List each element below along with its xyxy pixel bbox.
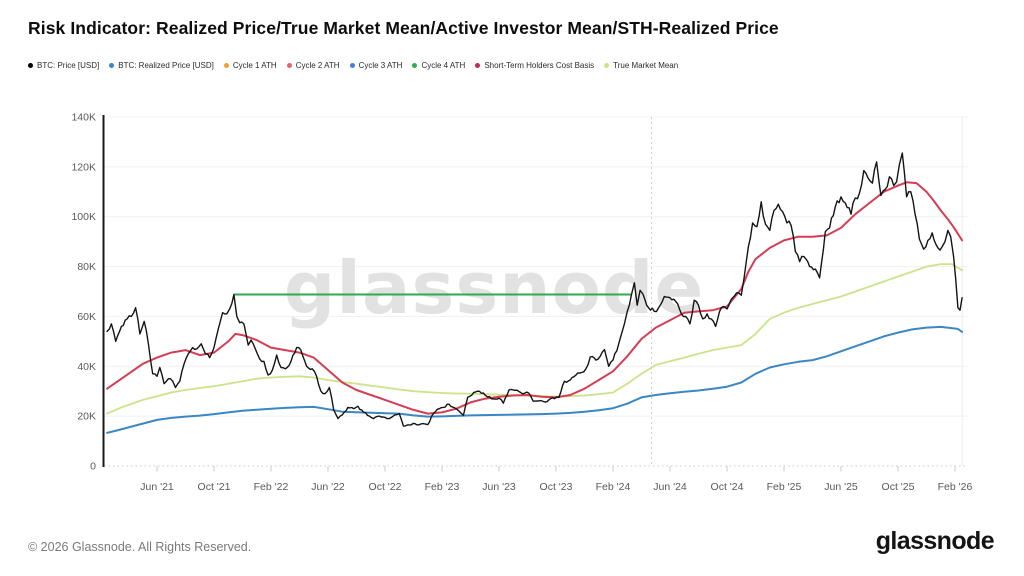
legend-marker-icon bbox=[109, 63, 115, 68]
chart-legend: BTC: Price [USD] BTC: Realized Price [USD… bbox=[28, 61, 678, 70]
y-axis-label: 0 bbox=[90, 461, 96, 473]
x-axis-label: Jun '24 bbox=[653, 481, 687, 493]
x-axis-label: Jun '23 bbox=[482, 481, 516, 493]
y-axis-label: 40K bbox=[77, 361, 96, 373]
legend-marker-icon bbox=[604, 63, 610, 68]
legend-item-label: Cycle 3 ATH bbox=[358, 61, 403, 70]
y-axis-label: 120K bbox=[71, 161, 96, 173]
x-axis-label: Feb '23 bbox=[425, 481, 460, 493]
series-price bbox=[106, 152, 963, 427]
legend-item-0[interactable]: BTC: Price [USD] bbox=[28, 61, 99, 70]
y-axis-label: 20K bbox=[77, 411, 96, 423]
legend-item-label: BTC: Realized Price [USD] bbox=[118, 61, 214, 70]
plot-area[interactable] bbox=[104, 117, 968, 466]
legend-item-4[interactable]: Cycle 3 ATH bbox=[349, 61, 403, 70]
legend-item-5[interactable]: Cycle 4 ATH bbox=[412, 61, 465, 70]
glassnode-logo: glassnode bbox=[875, 527, 995, 555]
x-axis-label: Feb '24 bbox=[596, 481, 631, 493]
x-axis-label: Feb '22 bbox=[254, 481, 289, 493]
x-axis-label: Oct '24 bbox=[711, 481, 744, 493]
y-axis-label: 100K bbox=[71, 211, 96, 223]
legend-marker-icon bbox=[412, 63, 418, 68]
legend-item-label: BTC: Price [USD] bbox=[37, 61, 100, 70]
legend-item-label: Cycle 1 ATH bbox=[232, 61, 277, 70]
x-axis-label: Jun '25 bbox=[824, 481, 858, 493]
page-title: Risk Indicator: Realized Price/True Mark… bbox=[28, 18, 779, 38]
legend-marker-icon bbox=[286, 63, 292, 68]
y-axis-label: 140K bbox=[71, 111, 96, 123]
series-realized bbox=[106, 325, 964, 434]
legend-item-1[interactable]: BTC: Realized Price [USD] bbox=[109, 61, 214, 70]
x-axis-label: Feb '25 bbox=[767, 481, 802, 493]
legend-item-label: Short-Term Holders Cost Basis bbox=[484, 61, 595, 70]
legend-item-6[interactable]: Short-Term Holders Cost Basis bbox=[475, 61, 594, 70]
legend-item-3[interactable]: Cycle 2 ATH bbox=[286, 61, 340, 70]
copyright-text: © 2026 Glassnode. All Rights Reserved. bbox=[28, 540, 252, 554]
x-axis-label: Feb '26 bbox=[938, 481, 973, 493]
x-axis-label: Oct '21 bbox=[198, 481, 231, 493]
legend-item-label: True Market Mean bbox=[613, 61, 679, 70]
legend-item-label: Cycle 4 ATH bbox=[421, 61, 466, 70]
x-axis-label: Oct '23 bbox=[540, 481, 573, 493]
legend-marker-icon bbox=[349, 63, 355, 68]
legend-marker-icon bbox=[475, 63, 481, 68]
y-axis-label: 60K bbox=[77, 311, 96, 323]
legend-item-label: Cycle 2 ATH bbox=[295, 61, 340, 70]
y-axis-label: 80K bbox=[77, 261, 96, 273]
x-axis-label: Oct '25 bbox=[882, 481, 915, 493]
legend-item-7[interactable]: True Market Mean bbox=[604, 61, 678, 70]
legend-item-2[interactable]: Cycle 1 ATH bbox=[223, 61, 277, 70]
x-axis-label: Jun '21 bbox=[140, 481, 174, 493]
x-axis-label: Jun '22 bbox=[311, 481, 345, 493]
legend-marker-icon bbox=[28, 63, 33, 68]
legend-marker-icon bbox=[223, 63, 229, 68]
x-axis-label: Oct '22 bbox=[369, 481, 402, 493]
